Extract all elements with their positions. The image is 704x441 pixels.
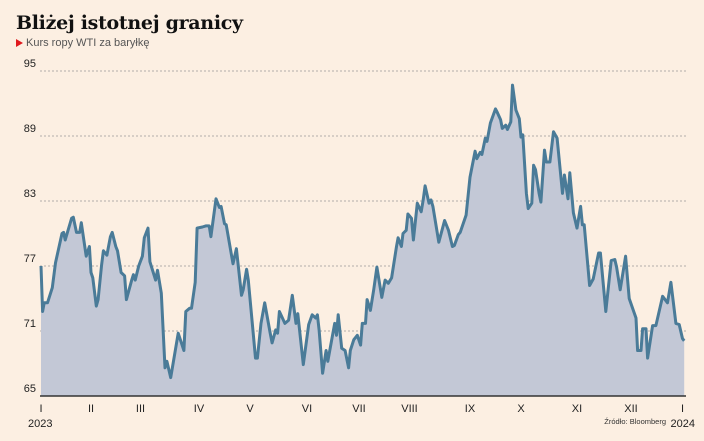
red-triangle-icon — [16, 39, 23, 47]
x-tick-label: XI — [572, 403, 582, 415]
year-label-2023: 2023 — [28, 418, 52, 430]
chart-subtitle: Kurs ropy WTI za baryłkę — [16, 37, 149, 49]
x-tick-label: VI — [302, 403, 312, 415]
x-tick-label: III — [136, 403, 145, 415]
subtitle-text: Kurs ropy WTI za baryłkę — [26, 37, 150, 49]
year-label-2024: 2024 — [671, 418, 695, 430]
x-tick-label: VII — [352, 403, 365, 415]
chart-title: Bliżej istotnej granicy — [16, 12, 243, 34]
x-tick-label: IX — [465, 403, 476, 415]
x-tick-label: IV — [194, 403, 205, 415]
x-tick-label: X — [517, 403, 525, 415]
x-tick-label: II — [88, 403, 94, 415]
x-tick-label: I — [681, 403, 684, 415]
y-tick-label: 65 — [24, 383, 36, 395]
x-tick-labels: I II III IV V VI VII VIII IX X XI XII I — [39, 403, 684, 415]
y-tick-label: 71 — [24, 318, 36, 330]
source-note: Źródło: Bloomberg — [604, 417, 666, 426]
x-tick-label: VIII — [401, 403, 418, 415]
y-tick-label: 83 — [24, 188, 36, 200]
price-area-fill — [41, 85, 685, 396]
x-tick-label: I — [39, 403, 42, 415]
price-line — [39, 83, 686, 380]
y-tick-label: 77 — [24, 253, 36, 265]
y-tick-label: 95 — [24, 58, 36, 70]
x-tick-label: V — [246, 403, 254, 415]
x-tick-label: XII — [624, 403, 637, 415]
y-tick-labels: 65 71 77 83 89 95 — [24, 58, 36, 395]
y-tick-label: 89 — [24, 123, 36, 135]
